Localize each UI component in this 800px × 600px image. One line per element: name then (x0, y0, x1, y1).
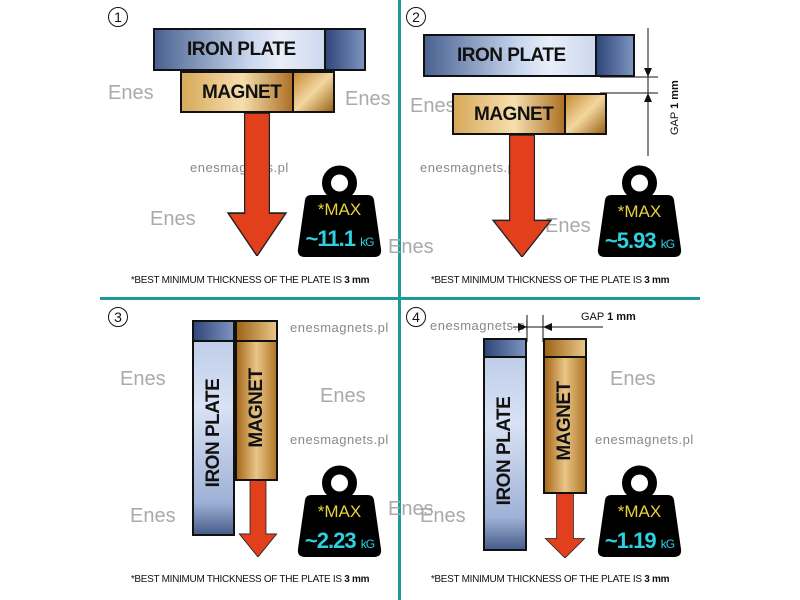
gap-dimension-line (600, 28, 658, 156)
max-force-value: ~5.93 kG (604, 228, 675, 253)
watermark-text: enesmagnets.pl (595, 432, 694, 447)
iron-plate: IRON PLATE (192, 320, 235, 536)
watermark-text: enesmagnets.pl (420, 160, 519, 175)
max-label: *MAX (317, 200, 362, 219)
max-label: *MAX (617, 502, 662, 521)
enes-logo: Enes (130, 505, 176, 527)
enes-logo: Enes (420, 505, 466, 527)
iron-plate-label: IRON PLATE (187, 39, 296, 60)
iron-plate-label: IRON PLATE (203, 378, 224, 488)
iron-plate-label: IRON PLATE (494, 396, 515, 506)
max-label: *MAX (617, 202, 662, 221)
force-arrow (238, 480, 278, 557)
max-force-value: ~1.19 kG (604, 528, 675, 553)
watermark-text: enesmagnets.pl (290, 432, 389, 447)
horizontal-divider (100, 297, 700, 300)
footnote: *BEST MINIMUM THICKNESS OF THE PLATE IS … (130, 574, 370, 585)
magnet-label: MAGNET (474, 104, 554, 125)
panel-number: 4 (406, 307, 426, 327)
magnet-label: MAGNET (246, 368, 267, 448)
magnet: MAGNET (180, 71, 335, 113)
panel-number: 3 (108, 307, 128, 327)
watermark-text: enesmagnets.pl (290, 320, 389, 335)
panel-number: 2 (406, 7, 426, 27)
enes-logo: Enes (345, 88, 391, 110)
magnet: MAGNET (543, 338, 587, 494)
force-arrow (227, 113, 287, 256)
enes-logo: Enes (410, 95, 456, 117)
enes-logo: Enes (320, 385, 366, 407)
iron-plate: IRON PLATE (423, 34, 635, 77)
max-force-value: ~11.1 kG (305, 226, 375, 251)
max-label: *MAX (317, 502, 362, 521)
gap-label: GAP 1 mm (669, 80, 681, 135)
enes-logo: Enes (108, 82, 154, 104)
footnote: *BEST MINIMUM THICKNESS OF THE PLATE IS … (430, 574, 670, 585)
gap-dimension-line (513, 315, 603, 342)
footnote: *BEST MINIMUM THICKNESS OF THE PLATE IS … (130, 275, 370, 286)
iron-plate: IRON PLATE (153, 28, 366, 71)
max-force-value: ~2.23 kG (304, 528, 375, 553)
enes-logo: Enes (120, 368, 166, 390)
force-arrow (544, 493, 586, 558)
footnote: *BEST MINIMUM THICKNESS OF THE PLATE IS … (430, 275, 670, 286)
iron-plate-label: IRON PLATE (457, 45, 566, 66)
iron-plate: IRON PLATE (483, 338, 527, 551)
enes-logo: Enes (388, 236, 434, 258)
watermark-text: enesmagnets.pl (430, 318, 529, 333)
panel-number: 1 (108, 7, 128, 27)
gap-label: GAP 1 mm (581, 311, 636, 323)
magnet-label: MAGNET (554, 381, 575, 461)
vertical-divider (398, 0, 401, 600)
force-arrow (492, 135, 552, 257)
enes-logo: Enes (610, 368, 656, 390)
enes-logo: Enes (388, 498, 434, 520)
magnet: MAGNET (235, 320, 278, 481)
magnet: MAGNET (452, 93, 607, 135)
enes-logo: Enes (545, 215, 591, 237)
enes-logo: Enes (150, 208, 196, 230)
magnet-label: MAGNET (202, 82, 282, 103)
